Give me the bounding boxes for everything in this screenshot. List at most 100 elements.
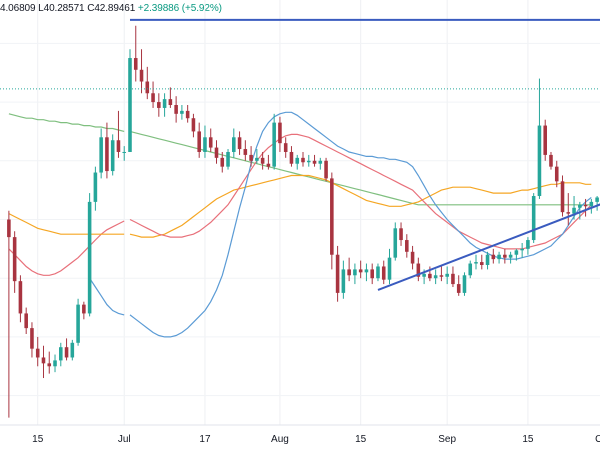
candle <box>485 251 490 270</box>
candle-body <box>116 140 121 152</box>
candle <box>249 146 253 167</box>
candle-body <box>405 240 409 252</box>
candle-body <box>508 254 513 258</box>
candle <box>145 66 150 100</box>
candle <box>151 81 155 108</box>
close-value: C42.89461 <box>87 3 136 14</box>
candle <box>226 149 230 170</box>
candle <box>76 298 80 346</box>
candle <box>232 128 236 158</box>
candle <box>439 266 444 282</box>
ma-fast-line-pre <box>89 277 125 316</box>
candle <box>24 307 28 334</box>
candle <box>560 175 565 217</box>
candle <box>203 125 207 158</box>
candle <box>508 251 513 264</box>
ma-orange-line-pre <box>8 213 125 235</box>
candle-body <box>422 273 426 277</box>
candle <box>324 157 328 182</box>
candle-body <box>537 125 542 197</box>
candle-body <box>554 166 559 182</box>
candle <box>272 113 276 170</box>
candle-body <box>497 254 501 260</box>
candle <box>335 245 340 302</box>
x-tick-label: 17 <box>199 434 211 445</box>
candle <box>531 193 536 243</box>
candle <box>283 137 288 158</box>
candle <box>595 196 599 211</box>
candle <box>410 245 415 270</box>
candle-body <box>439 275 444 277</box>
candle-body <box>162 99 167 108</box>
candle-body <box>18 281 23 314</box>
candle <box>191 113 196 138</box>
candle-body <box>381 266 386 280</box>
candle-body <box>318 160 323 164</box>
candle <box>376 263 380 282</box>
candle-body <box>283 143 288 152</box>
candle-body <box>399 228 403 241</box>
x-tick-label: Sep <box>438 434 456 445</box>
candle <box>456 275 461 296</box>
candle <box>520 242 524 258</box>
candle <box>503 248 507 264</box>
candle <box>399 222 403 246</box>
candle-body <box>214 147 219 158</box>
candle-body <box>416 263 421 277</box>
candle-body <box>7 219 11 238</box>
candle-body <box>560 181 565 213</box>
candle <box>589 198 594 214</box>
candle-body <box>324 160 328 179</box>
change-value: +2.39886 (+5.92%) <box>137 3 222 14</box>
candle <box>583 198 588 217</box>
candle <box>243 140 248 161</box>
candle-body <box>237 137 242 150</box>
candle <box>537 78 542 199</box>
candle-body <box>122 151 127 153</box>
candle <box>133 25 138 82</box>
candle <box>353 263 357 285</box>
candle-body <box>549 154 553 167</box>
candle <box>497 251 501 264</box>
ma-long-line-pre <box>8 113 125 132</box>
candle-body <box>445 273 449 277</box>
candle <box>214 140 219 164</box>
candle-body <box>543 125 548 155</box>
open-value: 4.06809 <box>0 3 36 14</box>
candle-body <box>47 363 52 367</box>
candle <box>64 338 69 361</box>
candle-body <box>174 105 178 114</box>
candle-body <box>503 254 507 258</box>
candle-body <box>105 137 109 172</box>
candle <box>433 269 438 285</box>
candle-body <box>358 269 363 273</box>
candle <box>289 146 294 167</box>
candle <box>312 154 317 167</box>
x-tick-label: 15 <box>522 434 534 445</box>
candle-body <box>197 131 201 152</box>
candle-body <box>243 149 248 155</box>
x-tick-label: Jul <box>118 434 131 445</box>
candle <box>405 234 409 258</box>
candle-body <box>312 160 317 164</box>
candle <box>358 260 363 279</box>
candle <box>554 160 559 188</box>
candle <box>30 322 34 358</box>
candle-body <box>479 262 484 266</box>
candle <box>451 266 455 288</box>
candle <box>35 336 40 367</box>
candle-body <box>410 251 415 264</box>
candle <box>47 351 52 374</box>
candle-body <box>485 254 490 266</box>
candle <box>370 263 374 285</box>
candle-body <box>191 118 196 132</box>
candle-body <box>301 157 305 163</box>
x-axis: 15 Jul 17 Aug 15 Sep 15 Oct <box>0 424 600 445</box>
candle-body <box>180 110 184 114</box>
x-tick-label: Aug <box>271 434 289 445</box>
candle <box>157 93 161 117</box>
x-tick-label: Oct <box>595 434 600 445</box>
candle <box>82 301 86 320</box>
candle <box>364 263 369 282</box>
